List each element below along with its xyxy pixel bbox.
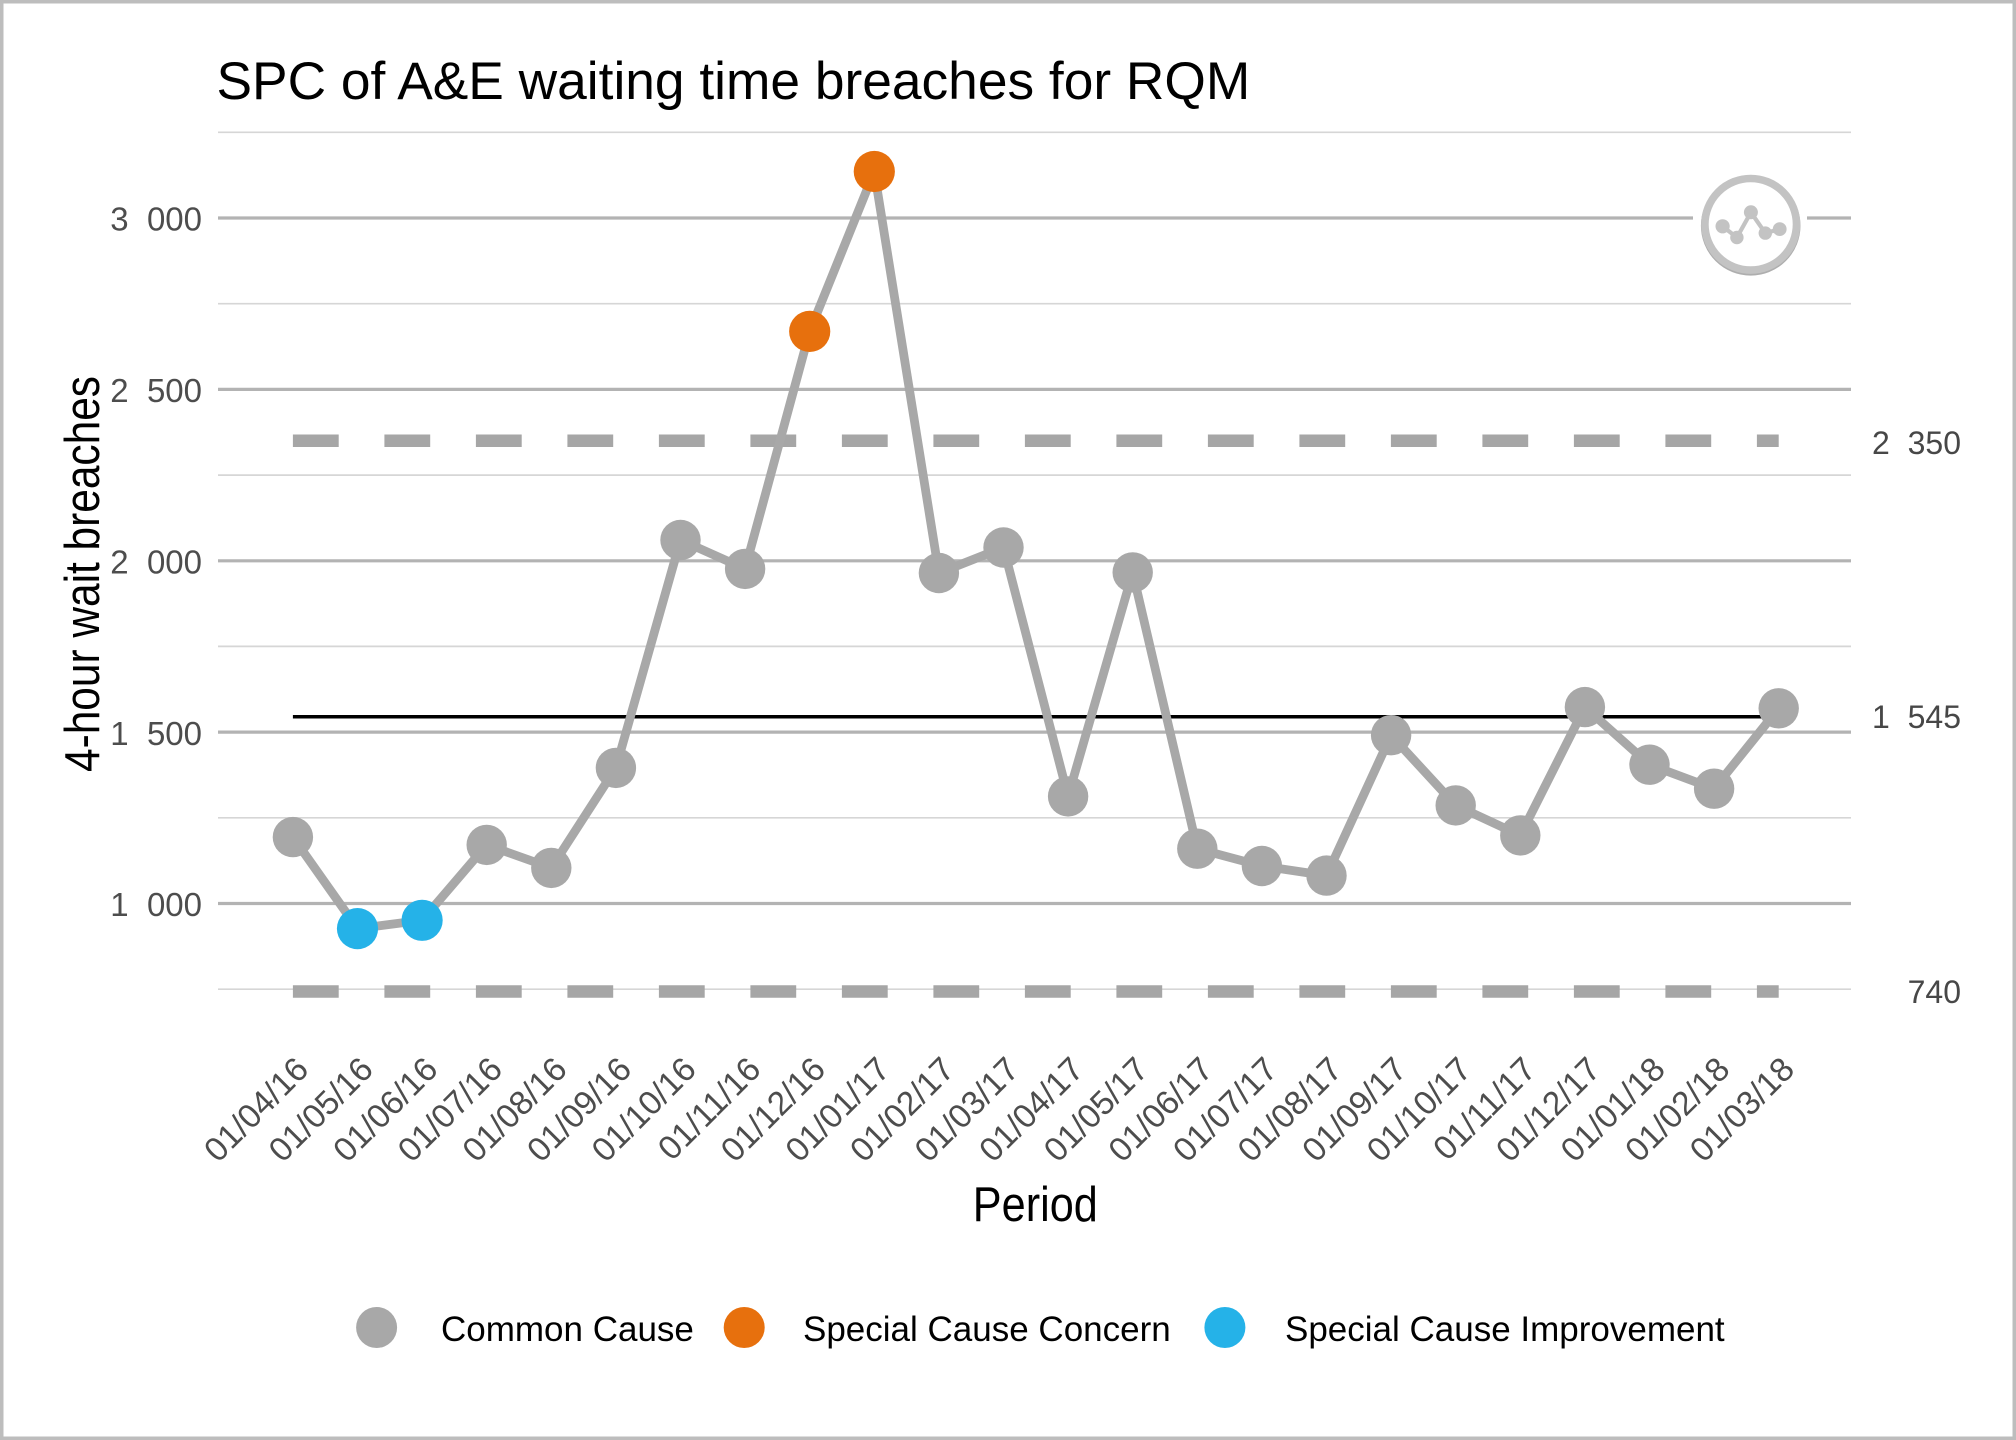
svg-text:Special Cause Concern: Special Cause Concern	[803, 1310, 1171, 1349]
svg-text:3 000: 3 000	[110, 201, 202, 238]
svg-text:Common Cause: Common Cause	[441, 1310, 694, 1349]
svg-text:Special Cause Improvement: Special Cause Improvement	[1285, 1310, 1725, 1349]
svg-text:2 500: 2 500	[110, 372, 202, 409]
svg-text:Period: Period	[973, 1177, 1098, 1232]
svg-text:1 545: 1 545	[1872, 699, 1961, 735]
svg-text:4-hour wait breaches: 4-hour wait breaches	[55, 376, 110, 772]
svg-text:2 350: 2 350	[1872, 425, 1961, 461]
svg-text:1 000: 1 000	[110, 886, 202, 923]
svg-text:SPC of A&E waiting time breach: SPC of A&E waiting time breaches for RQM	[217, 52, 1251, 111]
svg-text:2 000: 2 000	[110, 544, 202, 581]
svg-text:1 500: 1 500	[110, 715, 202, 752]
svg-text:740: 740	[1908, 974, 1961, 1010]
